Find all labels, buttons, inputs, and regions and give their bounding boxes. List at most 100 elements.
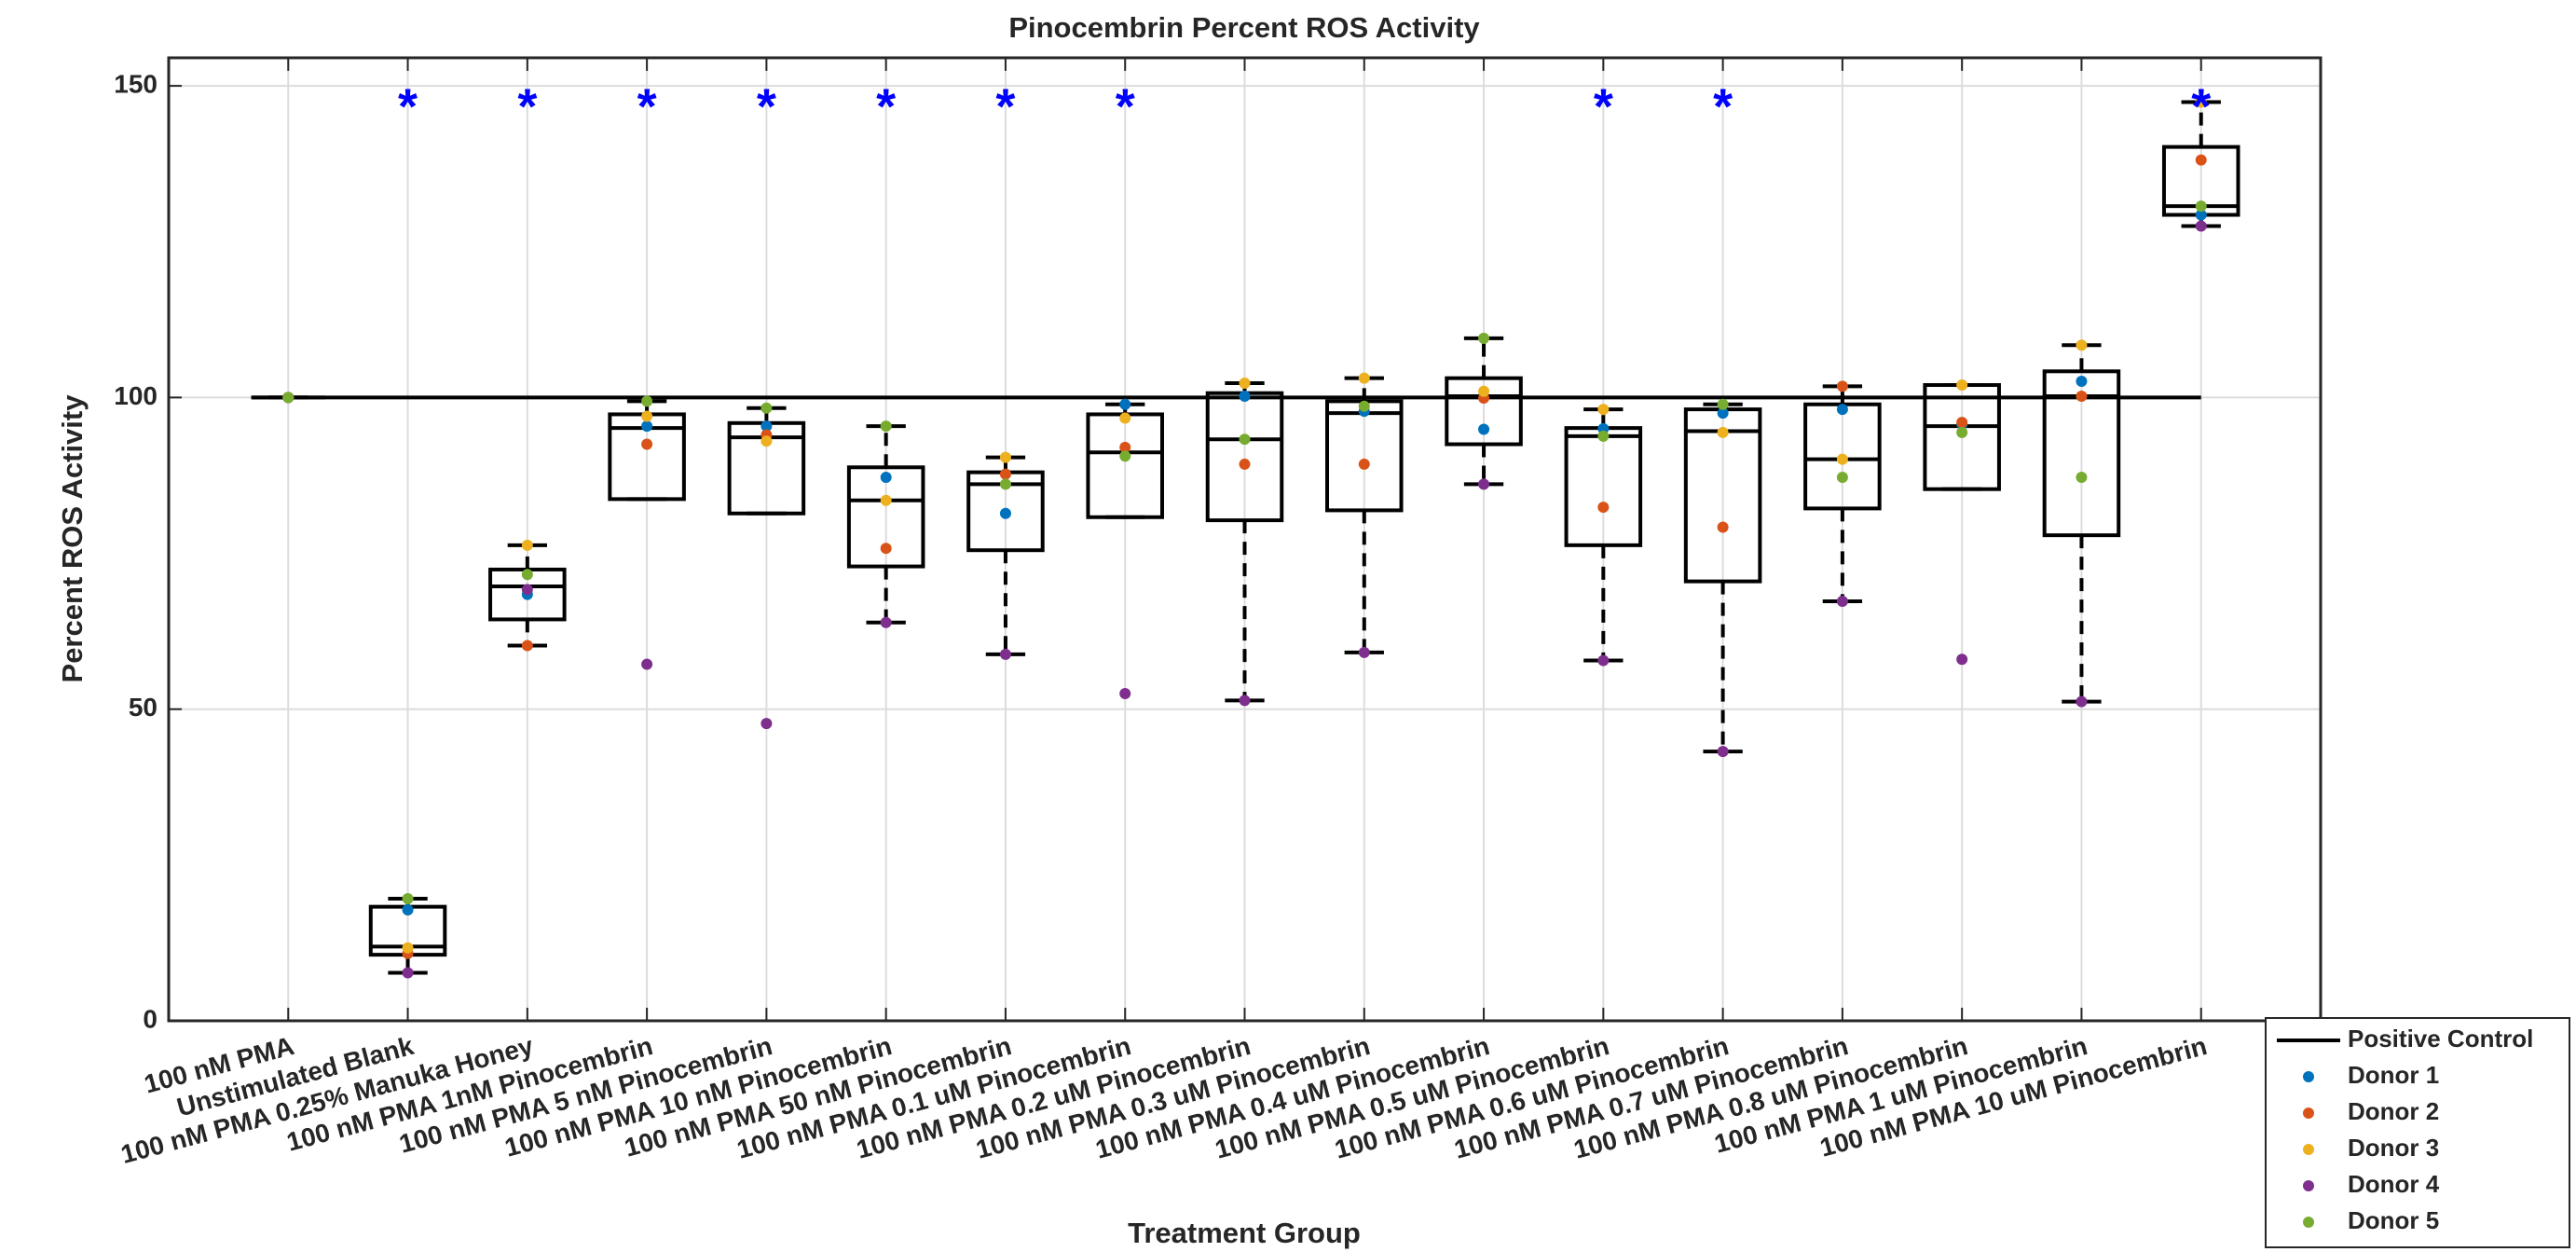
data-point [1119,412,1131,424]
data-point [641,395,653,407]
data-point [999,468,1011,480]
data-point [641,658,653,670]
data-point [1358,400,1370,412]
data-point [1239,433,1251,446]
data-point [1717,746,1729,758]
data-point [641,410,653,422]
data-point [2195,220,2207,232]
legend-marker [2303,1144,2314,1155]
legend-marker [2303,1180,2314,1191]
data-point [2076,339,2088,351]
data-point [1717,398,1729,410]
data-point [1239,458,1251,470]
data-point [1956,379,1968,392]
legend-label: Donor 1 [2348,1061,2439,1089]
data-point [1478,478,1490,490]
data-point [1239,695,1251,707]
data-point [1597,404,1610,416]
data-point [2076,695,2088,708]
data-point [1597,654,1610,667]
data-point [1119,687,1131,699]
data-point [1239,378,1251,390]
data-point [1836,404,1848,416]
data-point [760,435,773,447]
data-point [1956,654,1968,666]
data-point [1717,426,1729,438]
data-point [402,903,414,915]
data-point [641,438,653,450]
data-point [641,420,653,433]
y-tick-label: 0 [143,1004,158,1033]
data-point [1119,450,1131,462]
y-tick-label: 50 [129,693,158,722]
data-point [880,543,892,555]
data-point [521,640,533,652]
legend-box [2265,1017,2570,1248]
box [846,465,925,569]
data-point [1836,596,1848,608]
data-point [1836,380,1848,392]
legend-marker [2303,1108,2314,1119]
legend-marker [2303,1217,2314,1228]
data-point [760,420,773,433]
legend-label: Donor 5 [2348,1206,2439,1234]
legend-label: Donor 3 [2348,1134,2439,1162]
data-point [2195,209,2207,221]
significance-star: * [876,78,896,134]
chart-title: Pinocembrin Percent ROS Activity [1008,11,1480,44]
plot-frame [167,56,2323,1023]
significance-star: * [2191,78,2211,134]
data-point [521,584,533,596]
data-point [402,942,414,954]
data-point [1956,417,1968,429]
significance-star: * [1116,78,1135,134]
data-point [1478,332,1490,344]
data-point [760,402,773,414]
data-point [760,718,773,730]
data-point [282,392,295,404]
data-point [880,420,892,433]
significance-star: * [1594,78,1613,134]
significance-star: * [637,78,657,134]
significance-star: * [995,78,1015,134]
y-tick-label: 100 [114,381,158,410]
data-point [1717,407,1729,420]
data-point [1836,453,1848,465]
data-point [2076,471,2088,483]
data-point [880,471,892,483]
y-tick-label: 150 [114,69,158,98]
data-point [1597,430,1610,442]
data-point [402,892,414,904]
data-point [1717,521,1729,533]
data-point [2076,376,2088,388]
legend-label: Donor 2 [2348,1097,2439,1125]
data-point [1239,391,1251,403]
data-point [1597,502,1610,514]
data-point [521,569,533,581]
significance-star: * [398,78,418,134]
data-point [999,507,1011,519]
data-point [521,539,533,551]
data-point [402,967,414,979]
data-point [880,494,892,506]
legend-label: Donor 4 [2348,1170,2440,1198]
significance-star: * [517,78,537,134]
data-point [1836,471,1848,483]
y-axis-label: Percent ROS Activity [56,394,89,683]
data-point [1956,426,1968,438]
significance-star: * [1713,78,1733,134]
box [2042,369,2121,538]
data-point [1478,385,1490,397]
data-point [2195,200,2207,213]
significance-star: * [757,78,776,134]
data-point [1478,423,1490,435]
data-point [2195,96,2207,108]
data-point [1358,372,1370,384]
data-point [2195,154,2207,166]
data-point [1119,441,1131,453]
data-point [1358,458,1370,470]
legend-marker [2303,1071,2314,1082]
data-point [999,478,1011,490]
